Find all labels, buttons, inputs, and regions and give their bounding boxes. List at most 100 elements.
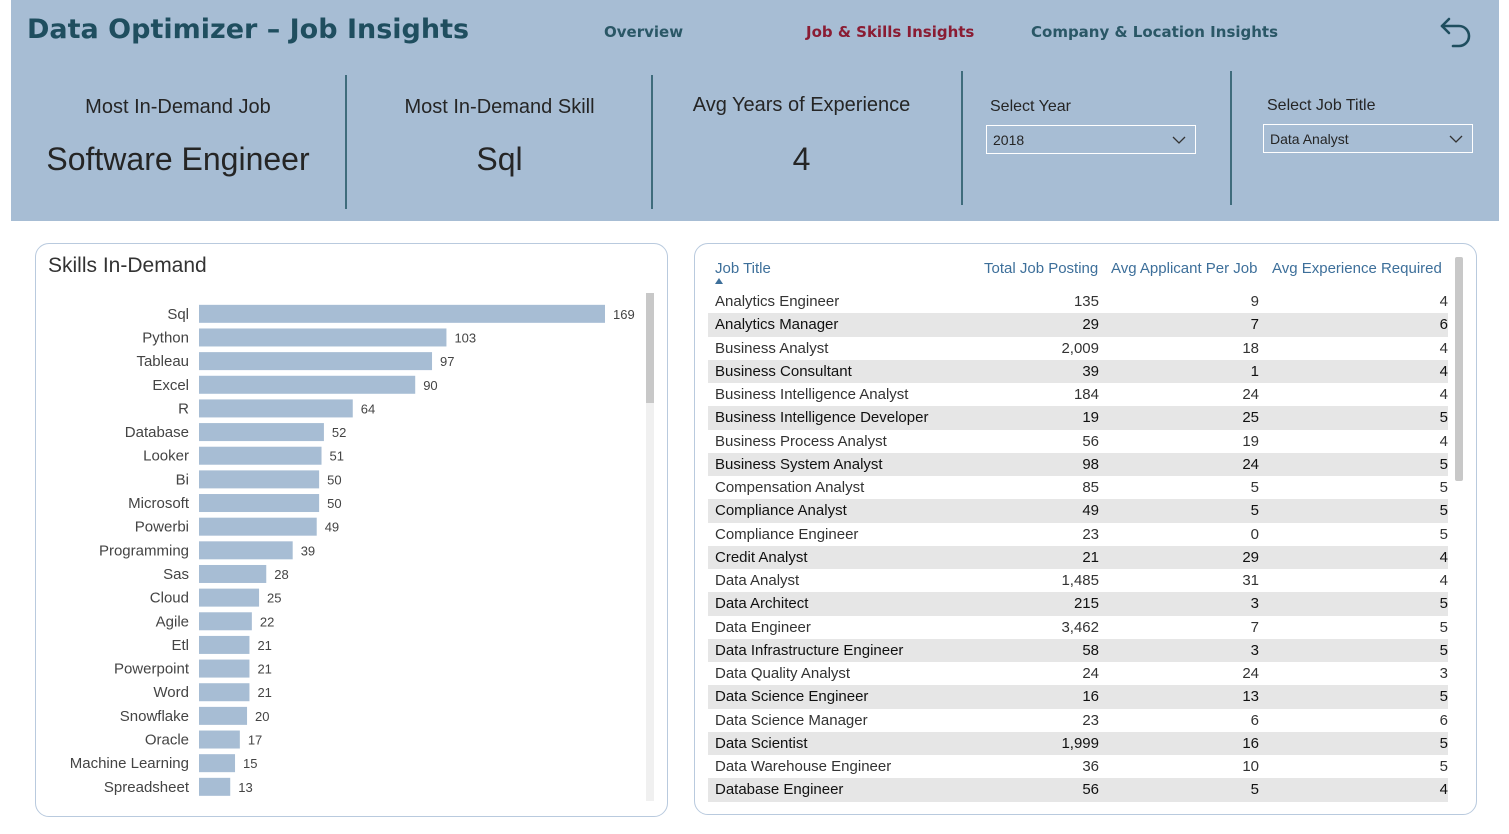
bar[interactable] — [199, 659, 250, 678]
table-scrollbar[interactable] — [1455, 257, 1463, 802]
cell-total-job-posting: 16 — [1082, 688, 1099, 706]
bar[interactable] — [199, 423, 324, 442]
table-row[interactable]: Data Warehouse Engineer 36 10 5 — [708, 755, 1448, 778]
cell-total-job-posting: 39 — [1082, 362, 1099, 380]
table-row[interactable]: Business Intelligence Analyst 184 24 4 — [708, 383, 1448, 406]
cell-job-title: Data Architect — [715, 595, 809, 613]
table-row[interactable]: Business Analyst 2,009 18 4 — [708, 337, 1448, 360]
category-label: Powerbi — [135, 519, 189, 536]
table-scrollbar-thumb[interactable] — [1455, 257, 1463, 481]
back-arrow-icon[interactable] — [1437, 13, 1475, 51]
chart-scrollbar-thumb[interactable] — [646, 293, 654, 403]
cell-total-job-posting: 184 — [1073, 386, 1099, 403]
bar[interactable] — [199, 612, 252, 631]
header-avg-applicant[interactable]: Avg Applicant Per Job — [1111, 260, 1258, 277]
year-dropdown[interactable]: 2018 — [986, 125, 1196, 154]
cell-avg-experience: 4 — [1439, 432, 1448, 450]
table-row[interactable]: Business Intelligence Developer 19 25 5 — [708, 406, 1448, 430]
table-row[interactable]: Business System Analyst 98 24 5 — [708, 452, 1448, 476]
table-row[interactable]: Data Science Manager 23 6 6 — [708, 709, 1448, 732]
bar[interactable] — [199, 754, 236, 773]
bar[interactable] — [199, 588, 260, 607]
cell-job-title: Compliance Engineer — [715, 525, 859, 543]
cell-avg-experience: 5 — [1439, 595, 1448, 613]
header-job-title[interactable]: Job Title — [715, 260, 771, 277]
data-label: 21 — [257, 638, 271, 653]
data-label: 97 — [440, 354, 454, 369]
table-row[interactable]: Data Quality Analyst 24 24 3 — [708, 662, 1448, 685]
nav-job-skills-insights[interactable]: Job & Skills Insights — [806, 23, 975, 41]
bar[interactable] — [199, 304, 605, 323]
app-title: Data Optimizer – Job Insights — [27, 14, 470, 45]
cell-job-title: Credit Analyst — [715, 548, 808, 566]
table-row[interactable]: Compliance Engineer 23 0 5 — [708, 523, 1448, 546]
table-row[interactable]: Analytics Manager 29 7 6 — [708, 313, 1448, 337]
table-row[interactable]: Data Scientist 1,999 16 5 — [708, 731, 1448, 755]
bar[interactable] — [199, 494, 320, 513]
data-label: 50 — [327, 472, 341, 487]
bar[interactable] — [199, 706, 248, 725]
cell-avg-experience: 5 — [1439, 641, 1448, 659]
table-row[interactable]: Business Consultant 39 1 4 — [708, 359, 1448, 383]
data-label: 50 — [327, 496, 341, 511]
cell-job-title: Data Scientist — [715, 734, 808, 752]
table-row[interactable]: Data Infrastructure Engineer 58 3 5 — [708, 638, 1448, 662]
bar[interactable] — [199, 564, 267, 583]
cell-avg-experience: 4 — [1439, 386, 1448, 403]
data-label: 28 — [274, 567, 288, 582]
skills-chart-card: Sql 169 Python 103 Tableau 97 Excel 90 R 64 Databa… — [35, 243, 668, 817]
bar[interactable] — [199, 375, 416, 394]
bar[interactable] — [199, 352, 433, 371]
table-row[interactable]: Compliance Analyst 49 5 5 — [708, 499, 1448, 523]
bar[interactable] — [199, 683, 250, 702]
category-label: Database — [125, 424, 189, 441]
cell-avg-experience: 5 — [1439, 409, 1448, 427]
cell-job-title: Business Consultant — [715, 362, 852, 380]
cell-job-title: Data Warehouse Engineer — [715, 758, 892, 775]
cell-total-job-posting: 36 — [1082, 758, 1099, 775]
bar[interactable] — [199, 399, 353, 418]
table-row[interactable]: Credit Analyst 21 29 4 — [708, 545, 1448, 569]
nav-overview[interactable]: Overview — [604, 23, 684, 41]
cell-avg-experience: 5 — [1439, 455, 1448, 473]
bar[interactable] — [199, 635, 250, 654]
job-title-dropdown[interactable]: Data Analyst — [1263, 124, 1473, 153]
cell-total-job-posting: 24 — [1082, 665, 1099, 682]
bar[interactable] — [199, 328, 447, 347]
header-avg-experience[interactable]: Avg Experience Required — [1272, 260, 1442, 277]
category-label: Looker — [143, 448, 189, 465]
chart-scrollbar[interactable] — [646, 293, 654, 801]
cell-total-job-posting: 215 — [1073, 595, 1099, 613]
table-row[interactable]: Analytics Engineer 135 9 4 — [708, 290, 1448, 313]
cell-job-title: Business System Analyst — [715, 455, 883, 473]
bar[interactable] — [199, 777, 231, 796]
header-total-job-posting[interactable]: Total Job Posting — [984, 260, 1099, 277]
cell-avg-experience: 5 — [1439, 734, 1448, 752]
job-title-slicer-label: Select Job Title — [1267, 97, 1376, 114]
sort-ascending-icon — [715, 278, 723, 284]
data-label: 17 — [248, 733, 262, 748]
table-row[interactable]: Data Architect 215 3 5 — [708, 592, 1448, 616]
cell-avg-applicant: 24 — [1242, 665, 1259, 682]
skills-bar-chart: Sql 169 Python 103 Tableau 97 Excel 90 R 64 Databa… — [70, 304, 635, 796]
cell-avg-applicant: 25 — [1242, 409, 1259, 427]
table-row[interactable]: Database Engineer 56 5 4 — [708, 778, 1448, 802]
category-label: Machine Learning — [70, 755, 189, 772]
table-row[interactable]: Business Process Analyst 56 19 4 — [708, 430, 1448, 453]
table-row[interactable]: Compensation Analyst 85 5 5 — [708, 476, 1448, 499]
bar[interactable] — [199, 517, 317, 536]
cell-avg-applicant: 24 — [1242, 455, 1259, 473]
category-label: Bi — [176, 471, 189, 488]
bar[interactable] — [199, 446, 322, 465]
cell-avg-applicant: 18 — [1242, 339, 1259, 357]
table-row[interactable]: Data Science Engineer 16 13 5 — [708, 685, 1448, 709]
nav-company-location-insights[interactable]: Company & Location Insights — [1031, 23, 1279, 41]
table-row[interactable]: Data Engineer 3,462 7 5 — [708, 616, 1448, 639]
bar[interactable] — [199, 730, 240, 749]
cell-avg-applicant: 5 — [1250, 502, 1259, 520]
cell-job-title: Data Analyst — [715, 572, 800, 589]
bar[interactable] — [199, 470, 320, 489]
data-label: 13 — [238, 780, 252, 795]
table-row[interactable]: Data Analyst 1,485 31 4 — [708, 569, 1448, 592]
bar[interactable] — [199, 541, 293, 560]
